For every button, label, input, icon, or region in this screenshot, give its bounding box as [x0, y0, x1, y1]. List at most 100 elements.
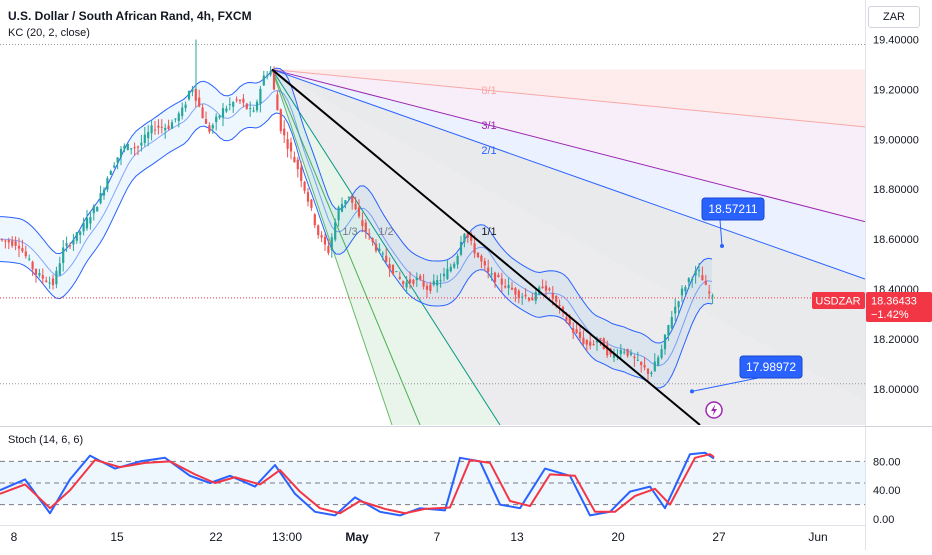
candle-body: [585, 339, 588, 345]
fan-label-2: 2/1: [481, 145, 496, 157]
indicator-label[interactable]: KC (20, 2, close): [8, 27, 90, 39]
candle-body: [422, 280, 425, 287]
candle-body: [51, 278, 55, 286]
candle-body: [544, 285, 548, 291]
candle-body: [79, 231, 82, 235]
candle-body: [643, 364, 646, 368]
candle-body: [612, 353, 616, 358]
candle-body: [11, 240, 14, 246]
candle-body: [102, 189, 106, 196]
candle-body: [157, 125, 160, 128]
gann-fan[interactable]: [271, 68, 865, 425]
callout-upper-label: 18.57211: [708, 202, 757, 216]
candles: [0, 39, 714, 382]
candle-body: [211, 125, 214, 129]
price-tick-label: 18.80000: [873, 184, 919, 196]
candle-body: [351, 195, 354, 203]
candle-body: [504, 286, 507, 288]
candle-body: [300, 167, 303, 181]
candle-body: [327, 246, 330, 254]
price-badge: USDZAR 18.36433 −1.42%: [812, 292, 932, 322]
candle-body: [565, 317, 568, 321]
candle-body: [517, 290, 520, 298]
candle-body: [286, 139, 289, 149]
candle-body: [232, 102, 235, 107]
candle-body: [371, 238, 374, 242]
trend-line-main: [271, 68, 701, 425]
stoch-tick-label: 0.00: [873, 514, 894, 526]
stoch-label[interactable]: Stoch (14, 6, 6): [8, 434, 84, 446]
fan-band-3: [272, 69, 865, 402]
candle-body: [218, 115, 221, 118]
candle-body: [466, 232, 469, 238]
candle-body: [72, 239, 75, 245]
candle-body: [378, 248, 381, 252]
candle-body: [548, 288, 551, 290]
candle-body: [657, 357, 660, 366]
candle-body: [453, 263, 456, 268]
candle-body: [439, 280, 442, 282]
candle-body: [221, 108, 225, 118]
price-tick-label: 18.60000: [873, 234, 919, 246]
candle-body: [653, 361, 656, 372]
chart-title: U.S. Dollar / South African Rand, 4h, FX…: [8, 9, 252, 23]
trend-line[interactable]: [271, 68, 701, 425]
candle-body: [599, 338, 602, 340]
currency-button[interactable]: ZAR: [868, 6, 920, 28]
callout-lower-label: 17.98972: [746, 360, 796, 374]
gann-fan-labels: 8/1 3/1 2/1 1/1 1/2 1/3: [342, 85, 496, 238]
price-axis: 19.40000 19.20000 19.00000 18.80000 18.60000…: [873, 35, 919, 396]
lightning-icon[interactable]: [705, 401, 723, 419]
candle-body: [442, 273, 446, 277]
candle-body: [262, 75, 265, 86]
candle-body: [347, 196, 350, 198]
candle-body: [408, 279, 412, 283]
candle-body: [708, 291, 711, 294]
candle-body: [697, 270, 701, 272]
symbol-badge-text: USDZAR: [815, 296, 860, 308]
candle-body: [96, 206, 99, 212]
candle-body: [235, 99, 238, 101]
candle-body: [670, 317, 673, 329]
candle-body: [640, 361, 643, 365]
candle-body: [510, 287, 514, 290]
price-badge-bg: [866, 292, 932, 322]
candle-body: [272, 70, 276, 90]
candle-body: [374, 243, 378, 251]
candle-body: [589, 341, 592, 346]
candle-body: [667, 325, 670, 336]
candle-body: [41, 275, 44, 279]
time-tick-label: 22: [209, 530, 223, 544]
candle-body: [687, 278, 690, 283]
candle-body: [92, 206, 95, 214]
symbol-badge-bg: [812, 292, 865, 309]
candle-body: [561, 307, 565, 311]
candle-body: [674, 306, 677, 314]
candle-body: [551, 293, 554, 299]
candle-body: [14, 241, 17, 246]
candle-body: [572, 327, 575, 333]
price-badge-change: −1.42%: [871, 309, 909, 321]
candle-body: [228, 104, 231, 106]
candle-body: [89, 217, 92, 224]
time-tick-label: 27: [712, 530, 726, 544]
candle-body: [28, 258, 31, 260]
candle-body: [167, 125, 170, 130]
candle-body: [558, 305, 561, 307]
candle-body: [323, 236, 327, 245]
fan-label-5: 1/3: [342, 226, 357, 238]
price-badge-value: 18.36433: [871, 296, 917, 308]
candle-body: [446, 268, 449, 280]
candle-body: [633, 356, 636, 359]
candle-body: [208, 125, 211, 132]
candle-body: [459, 241, 463, 255]
callouts[interactable]: 18.57211 17.98972: [690, 197, 803, 394]
candle-body: [184, 104, 187, 109]
candle-body: [412, 279, 415, 284]
stochastic-axis: 80.00 40.00 0.00: [873, 456, 901, 526]
candle-body: [470, 235, 473, 241]
candle-body: [364, 222, 367, 232]
candle-body: [694, 270, 697, 276]
candle-body: [82, 222, 85, 232]
